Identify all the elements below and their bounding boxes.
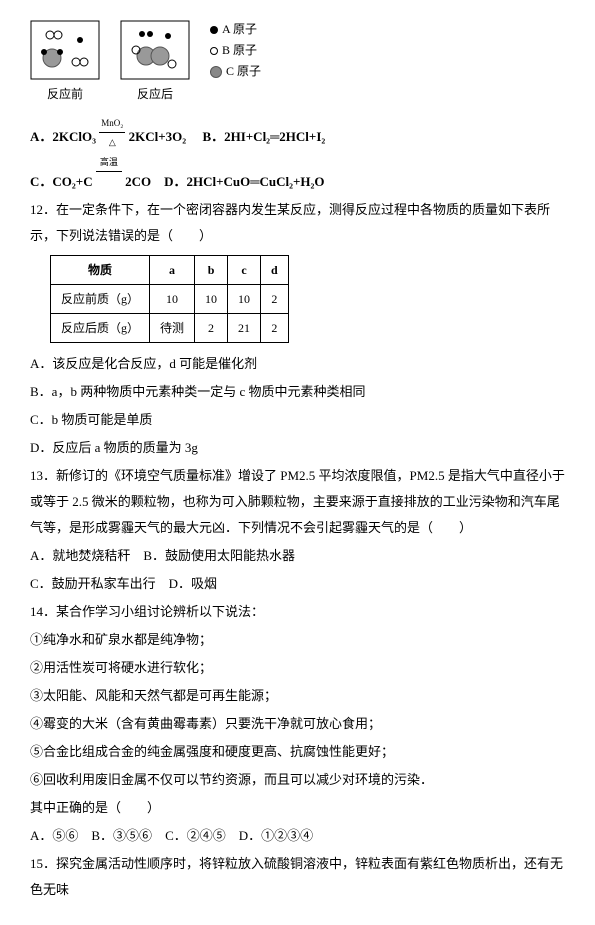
td: 2 [261,285,289,314]
before-svg [30,20,100,80]
q12-c: C．b 物质可能是单质 [30,407,565,433]
dot-a [210,26,218,34]
th: 物质 [51,256,150,285]
q14-a: A．⑤⑥ [30,828,78,843]
q14-d: D．①②③④ [239,828,313,843]
dot-b [210,47,218,55]
q11-a-label: A．2KClO₃ [30,129,96,144]
q15-stem: 15．探究金属活动性顺序时，将锌粒放入硫酸铜溶液中，锌粒表面有紫红色物质析出，还… [30,851,565,903]
q11-a-right: 2KCl+3O₂ [129,129,187,144]
td: 21 [228,314,261,343]
q14-ask: 其中正确的是（ ） [30,795,565,821]
th: d [261,256,289,285]
th: c [228,256,261,285]
before-caption: 反应前 [30,82,100,106]
table-row: 反应前质（g） 10 10 10 2 [51,285,289,314]
q12-b: B．a，b 两种物质中元素种类一定与 c 物质中元素种类相同 [30,379,565,405]
q11-d: D．2HCl+CuO═CuCl₂+H₂O [164,174,324,189]
td: 10 [228,285,261,314]
q11-c-right: 2CO [125,174,151,189]
q13-stem: 13．新修订的《环境空气质量标准》增设了 PM2.5 平均浓度限值，PM2.5 … [30,463,565,541]
before-box: 反应前 [30,20,100,106]
q14-c: C．②④⑤ [165,828,226,843]
td: 反应前质（g） [51,285,150,314]
q14-s1: ①纯净水和矿泉水都是纯净物； [30,627,565,653]
q13-row2: C．鼓励开私家车出行 D．吸烟 [30,571,565,597]
q12-stem: 12．在一定条件下，在一个密闭容器内发生某反应，测得反应过程中各物质的质量如下表… [30,197,565,249]
q14-s5: ⑤合金比组成合金的纯金属强度和硬度更高、抗腐蚀性能更好； [30,739,565,765]
td: 10 [195,285,228,314]
q11-a-cond2: △ [99,133,125,151]
q11-c-cond: 高温 [96,153,122,172]
legend: A 原子 B 原子 C 原子 [210,20,261,84]
q14-s2: ②用活性炭可将硬水进行软化； [30,655,565,681]
legend-b: B 原子 [222,41,257,60]
after-box: 反应后 [120,20,190,106]
legend-a: A 原子 [222,20,257,39]
td: 反应后质（g） [51,314,150,343]
legend-c: C 原子 [226,62,261,81]
q14-stem: 14．某合作学习小组讨论辨析以下说法： [30,599,565,625]
q13-a: A．就地焚烧秸秆 [30,548,130,563]
q14-b: B．③⑤⑥ [91,828,152,843]
after-svg [120,20,190,80]
td: 2 [261,314,289,343]
td: 10 [150,285,195,314]
dot-c [210,66,222,78]
table-header-row: 物质 a b c d [51,256,289,285]
table-row: 反应后质（g） 待测 2 21 2 [51,314,289,343]
td: 待测 [150,314,195,343]
q14-s6: ⑥回收利用废旧金属不仅可以节约资源，而且可以减少对环境的污染． [30,767,565,793]
q12-d: D．反应后 a 物质的质量为 3g [30,435,565,461]
td: 2 [195,314,228,343]
q11-b: B．2HI+Cl₂═2HCl+I₂ [202,129,325,144]
q14-opts: A．⑤⑥ B．③⑤⑥ C．②④⑤ D．①②③④ [30,823,565,849]
q14-s3: ③太阳能、风能和天然气都是可再生能源； [30,683,565,709]
q12-table: 物质 a b c d 反应前质（g） 10 10 10 2 反应后质（g） 待测… [50,255,289,343]
q11-opts-row1: A．2KClO₃ MnO₂ △ 2KCl+3O₂ B．2HI+Cl₂═2HCl+… [30,114,565,151]
q13-b: B．鼓励使用太阳能热水器 [143,548,295,563]
q11-opts-row2: C．CO₂+C 高温 2CO D．2HCl+CuO═CuCl₂+H₂O [30,153,565,195]
q11-c-label: C．CO₂+C [30,174,93,189]
q13-d: D．吸烟 [169,576,217,591]
q13-row1: A．就地焚烧秸秆 B．鼓励使用太阳能热水器 [30,543,565,569]
q11-a-cond: MnO₂ [99,114,125,133]
reaction-diagram: 反应前 反应后 A 原子 B 原子 C 原子 [30,20,565,106]
q13-c: C．鼓励开私家车出行 [30,576,156,591]
q14-s4: ④霉变的大米（含有黄曲霉毒素）只要洗干净就可放心食用； [30,711,565,737]
th: b [195,256,228,285]
q12-a: A．该反应是化合反应，d 可能是催化剂 [30,351,565,377]
th: a [150,256,195,285]
after-caption: 反应后 [120,82,190,106]
